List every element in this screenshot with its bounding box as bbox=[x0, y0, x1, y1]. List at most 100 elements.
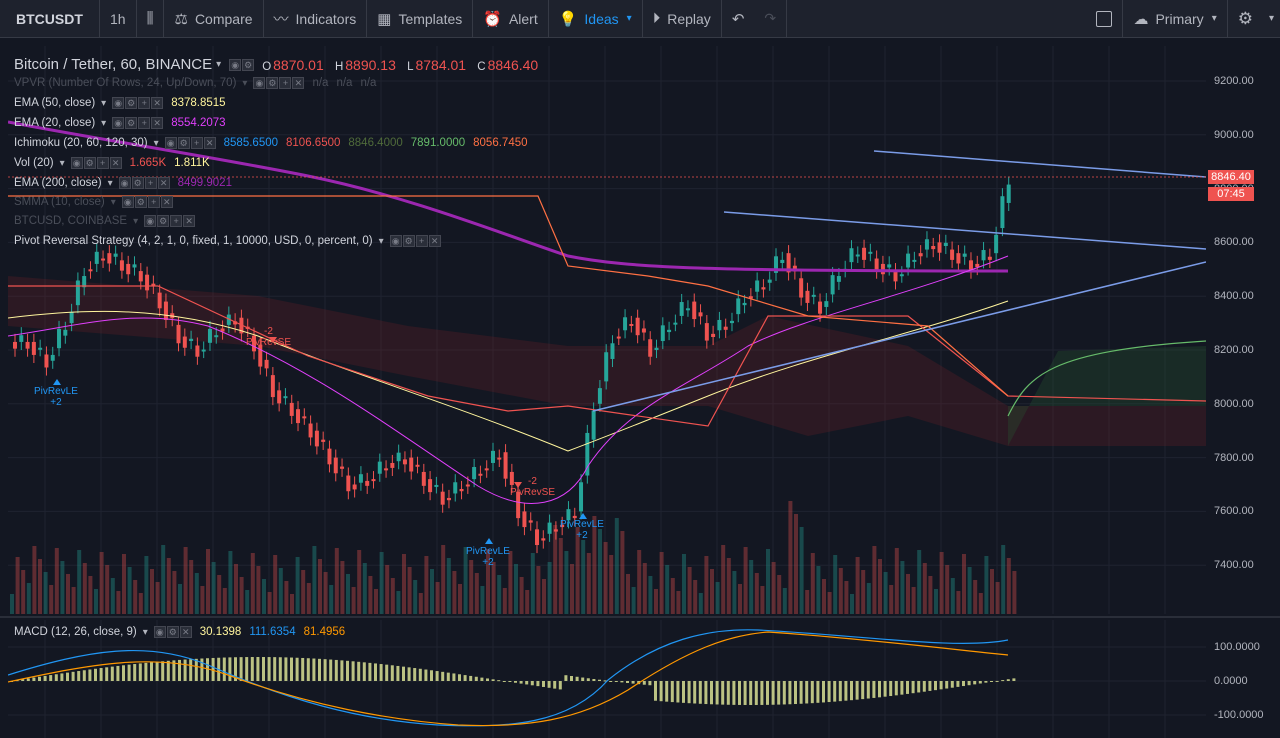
close-icon[interactable]: ✕ bbox=[109, 157, 122, 169]
indicator-legend-row[interactable]: Ichimoku (20, 60, 120, 30) ▾ ◉ ⚙ + ✕ 8585.6500… bbox=[14, 137, 536, 149]
chevron-down-icon[interactable]: ▾ bbox=[101, 97, 107, 109]
macd-histogram-bar bbox=[329, 659, 333, 681]
undo-button[interactable]: ↶ bbox=[722, 0, 755, 38]
ideas-button[interactable]: 💡 Ideas ▾ bbox=[549, 0, 643, 38]
indicator-buttons[interactable]: ◉ ⚙ + ✕ bbox=[121, 196, 173, 208]
eye-icon[interactable]: ◉ bbox=[164, 137, 177, 149]
eye-icon[interactable]: ◉ bbox=[121, 196, 134, 208]
close-icon[interactable]: ✕ bbox=[203, 137, 216, 149]
indicator-buttons[interactable]: ◉ ⚙ + ✕ bbox=[70, 157, 122, 169]
macd-histogram-bar bbox=[183, 659, 187, 681]
settings-icon[interactable]: ⚙ bbox=[131, 177, 144, 189]
eye-icon[interactable]: ◉ bbox=[112, 97, 125, 109]
interval-button[interactable]: 1h bbox=[100, 0, 137, 38]
indicators-button[interactable]: 〰 Indicators bbox=[264, 0, 368, 38]
chart-style-button[interactable]: ⫼ bbox=[137, 0, 165, 38]
settings-icon[interactable]: ⚙ bbox=[83, 157, 96, 169]
add-icon[interactable]: + bbox=[190, 137, 203, 149]
chevron-down-icon[interactable]: ▾ bbox=[59, 157, 65, 169]
more-button[interactable]: ▾ bbox=[1263, 0, 1280, 38]
add-icon[interactable]: + bbox=[415, 235, 428, 247]
indicator-legend-row[interactable]: EMA (200, close) ▾ ◉ ⚙ + ✕ 8499.9021 bbox=[14, 177, 240, 189]
chevron-down-icon[interactable]: ▾ bbox=[142, 626, 148, 638]
replay-button[interactable]: ⏵ Replay bbox=[643, 0, 722, 38]
indicator-legend-row[interactable]: Vol (20) ▾ ◉ ⚙ + ✕ 1.665K 1.811K bbox=[14, 157, 218, 169]
close-icon[interactable]: ✕ bbox=[160, 196, 173, 208]
close-icon[interactable]: ✕ bbox=[428, 235, 441, 247]
close-icon[interactable]: ✕ bbox=[183, 215, 196, 227]
eye-icon[interactable]: ◉ bbox=[112, 117, 125, 129]
settings-icon[interactable]: ⚙ bbox=[166, 626, 179, 638]
close-icon[interactable]: ✕ bbox=[151, 97, 164, 109]
chevron-down-icon[interactable]: ▾ bbox=[153, 137, 159, 149]
chevron-down-icon[interactable]: ▾ bbox=[133, 215, 139, 227]
add-icon[interactable]: + bbox=[138, 117, 151, 129]
close-icon[interactable]: ✕ bbox=[157, 177, 170, 189]
eye-icon[interactable]: ◉ bbox=[118, 177, 131, 189]
settings-button[interactable]: ⚙ bbox=[1228, 0, 1263, 38]
macd-axis[interactable]: 100.0000 0.0000 -100.0000 bbox=[1206, 620, 1280, 738]
settings-icon[interactable]: ⚙ bbox=[177, 137, 190, 149]
indicator-buttons[interactable]: ◉ ⚙ + ✕ bbox=[144, 215, 196, 227]
templates-button[interactable]: ▦ Templates bbox=[367, 0, 474, 38]
candle bbox=[333, 457, 338, 474]
chart-title-row[interactable]: Bitcoin / Tether, 60, BINANCE ▾ ◉ ⚙ O 8870… bbox=[14, 56, 546, 73]
redo-button[interactable]: ↷ bbox=[754, 0, 788, 38]
close-icon[interactable]: ✕ bbox=[292, 77, 305, 89]
chevron-down-icon[interactable]: ▾ bbox=[242, 77, 248, 89]
indicator-legend-row[interactable]: VPVR (Number Of Rows, 24, Up/Down, 70) ▾ ◉… bbox=[14, 77, 384, 89]
settings-icon[interactable]: ⚙ bbox=[125, 97, 138, 109]
indicator-buttons[interactable]: ◉ ⚙ + ✕ bbox=[253, 77, 305, 89]
indicator-legend-row[interactable]: EMA (20, close) ▾ ◉ ⚙ + ✕ 8554.2073 bbox=[14, 117, 234, 129]
chevron-down-icon[interactable]: ▾ bbox=[107, 177, 113, 189]
pane-divider[interactable] bbox=[0, 616, 1280, 618]
macd-buttons[interactable]: ◉ ⚙ ✕ bbox=[153, 626, 192, 638]
price-axis[interactable]: 9200.009000.008800.008600.008400.008200.… bbox=[1206, 46, 1280, 614]
indicator-legend-row[interactable]: SMMA (10, close) ▾ ◉ ⚙ + ✕ bbox=[14, 196, 181, 208]
alert-button[interactable]: ⏰ Alert bbox=[473, 0, 549, 38]
fullscreen-button[interactable] bbox=[1086, 0, 1124, 38]
indicator-buttons[interactable]: ◉ ⚙ + ✕ bbox=[389, 235, 441, 247]
add-icon[interactable]: + bbox=[147, 196, 160, 208]
candle bbox=[340, 466, 345, 469]
eye-icon[interactable]: ◉ bbox=[153, 626, 166, 638]
layout-button[interactable]: ☁ Primary ▾ bbox=[1123, 0, 1228, 38]
price-chart[interactable] bbox=[8, 46, 1206, 614]
add-icon[interactable]: + bbox=[138, 97, 151, 109]
chevron-down-icon[interactable]: ▾ bbox=[378, 235, 384, 247]
close-icon[interactable]: ✕ bbox=[179, 626, 192, 638]
close-icon[interactable]: ✕ bbox=[151, 117, 164, 129]
eye-icon[interactable]: ◉ bbox=[70, 157, 83, 169]
settings-icon[interactable]: ⚙ bbox=[242, 58, 255, 71]
series-buttons[interactable]: ◉ ⚙ bbox=[229, 58, 255, 71]
settings-icon[interactable]: ⚙ bbox=[266, 77, 279, 89]
settings-icon[interactable]: ⚙ bbox=[125, 117, 138, 129]
settings-icon[interactable]: ⚙ bbox=[134, 196, 147, 208]
macd-histogram-bar bbox=[710, 681, 713, 705]
indicator-buttons[interactable]: ◉ ⚙ + ✕ bbox=[164, 137, 216, 149]
settings-icon[interactable]: ⚙ bbox=[402, 235, 415, 247]
indicator-legend-row[interactable]: Pivot Reversal Strategy (4, 2, 1, 0, fix… bbox=[14, 235, 449, 247]
indicator-buttons[interactable]: ◉ ⚙ + ✕ bbox=[112, 97, 164, 109]
macd-pane[interactable] bbox=[8, 620, 1206, 738]
eye-icon[interactable]: ◉ bbox=[253, 77, 266, 89]
indicator-legend-row[interactable]: EMA (50, close) ▾ ◉ ⚙ + ✕ 8378.8515 bbox=[14, 97, 234, 109]
indicator-legend-row[interactable]: BTCUSD, COINBASE ▾ ◉ ⚙ + ✕ bbox=[14, 215, 203, 227]
add-icon[interactable]: + bbox=[144, 177, 157, 189]
indicator-buttons[interactable]: ◉ ⚙ + ✕ bbox=[112, 117, 164, 129]
indicator-buttons[interactable]: ◉ ⚙ + ✕ bbox=[118, 177, 170, 189]
add-icon[interactable]: + bbox=[279, 77, 292, 89]
settings-icon[interactable]: ⚙ bbox=[157, 215, 170, 227]
compare-button[interactable]: ⚖ Compare bbox=[164, 0, 264, 38]
chevron-down-icon[interactable]: ▾ bbox=[216, 59, 222, 70]
candle bbox=[937, 242, 942, 253]
chevron-down-icon[interactable]: ▾ bbox=[101, 117, 107, 129]
add-icon[interactable]: + bbox=[170, 215, 183, 227]
macd-histogram-bar bbox=[995, 680, 999, 682]
eye-icon[interactable]: ◉ bbox=[144, 215, 157, 227]
chevron-down-icon[interactable]: ▾ bbox=[110, 196, 116, 208]
eye-icon[interactable]: ◉ bbox=[229, 58, 242, 71]
symbol-search[interactable]: BTCUSDT bbox=[0, 0, 100, 38]
eye-icon[interactable]: ◉ bbox=[389, 235, 402, 247]
add-icon[interactable]: + bbox=[96, 157, 109, 169]
